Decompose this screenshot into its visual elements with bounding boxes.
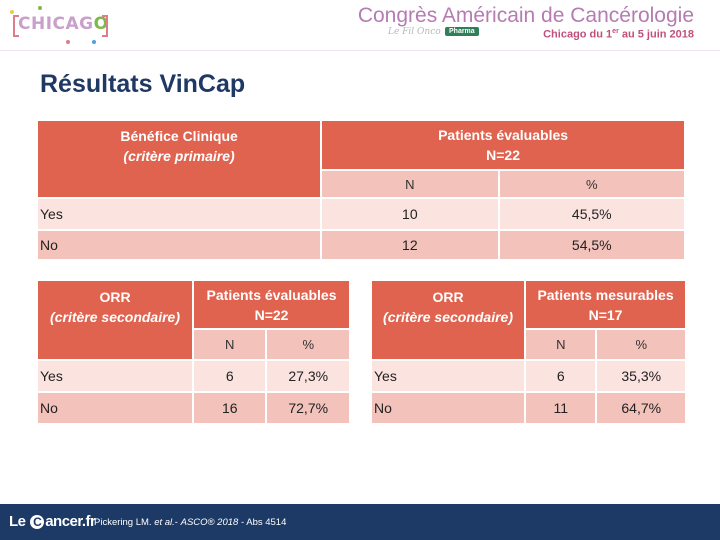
- logo-text-c: O: [93, 14, 109, 34]
- header-divider: [0, 50, 720, 51]
- row-pct: 72,7%: [265, 391, 351, 425]
- group-header: Patients évaluables N=22: [192, 278, 351, 331]
- group-line-1: Patients mesurables: [537, 286, 674, 303]
- clinical-benefit-table: Bénéfice Clinique (critère primaire) Pat…: [35, 119, 687, 261]
- group-header: Patients mesurables N=17: [524, 278, 687, 331]
- row-n: 6: [524, 359, 598, 393]
- col-header-pct: %: [265, 328, 351, 361]
- orr-header: ORR (critère secondaire): [35, 279, 195, 361]
- group-header: Patients évaluables N=22: [320, 119, 686, 171]
- row-label: No: [35, 391, 195, 425]
- row-pct: 54,5%: [497, 229, 687, 261]
- col-header-n: N: [320, 169, 500, 199]
- orr-header: ORR (critère secondaire): [369, 279, 527, 361]
- logo-c-icon: C: [30, 515, 45, 529]
- chicago-logo: CHICAGO: [8, 4, 112, 46]
- logo-bracket-right: [102, 15, 108, 37]
- row-label: Yes: [35, 359, 195, 393]
- citation-etal: et al.: [154, 517, 175, 528]
- header-spacer: [372, 327, 524, 353]
- dates-prefix: Chicago du 1: [543, 28, 613, 41]
- row-n: 10: [320, 197, 500, 231]
- table-row: Yes 6 27,3%: [35, 359, 351, 393]
- logo-wordmark: CHICAGO: [18, 14, 109, 34]
- row-n: 6: [192, 359, 268, 393]
- logo-bracket-left: [13, 15, 19, 37]
- citation: Pickering LM. et al.- ASCO® 2018 - Abs 4…: [94, 517, 286, 528]
- slide-header: CHICAGO Congrès Américain de Cancérologi…: [0, 0, 720, 50]
- row-pct: 64,7%: [595, 391, 687, 425]
- row-label: No: [369, 391, 527, 425]
- header-line-1: ORR: [99, 289, 131, 305]
- citation-abstract: - Abs 4514: [238, 517, 287, 528]
- header-line-2-wrap: (critère secondaire): [372, 307, 524, 327]
- header-line-2: (critère primaire): [123, 148, 235, 164]
- col-header-pct: %: [497, 169, 687, 199]
- table-row: No 16 72,7%: [35, 391, 351, 425]
- citation-authors: Pickering LM.: [94, 517, 155, 528]
- table-row: Yes 10 45,5%: [35, 197, 687, 231]
- table-row: Yes 6 35,3%: [369, 359, 687, 393]
- pharma-badge: Pharma: [445, 27, 479, 36]
- clinical-benefit-header: Bénéfice Clinique (critère primaire): [35, 119, 323, 199]
- col-header-pct: %: [595, 328, 687, 361]
- row-n: 12: [320, 229, 500, 261]
- row-pct: 35,3%: [595, 359, 687, 393]
- citation-conference: ASCO® 2018: [180, 517, 239, 528]
- row-pct: 27,3%: [265, 359, 351, 393]
- logo-text-a: CHI: [18, 14, 53, 34]
- row-n: 16: [192, 391, 268, 425]
- group-line-1: Patients évaluables: [438, 127, 569, 143]
- congress-title: Congrès Américain de Cancérologie: [357, 4, 694, 27]
- sub-brand-label: Le Fil Onco: [388, 27, 441, 37]
- logo-text-b: CAG: [52, 14, 94, 34]
- row-label: Yes: [35, 197, 323, 231]
- table-row: No 12 54,5%: [35, 229, 687, 261]
- header-line-2: (critère secondaire): [50, 309, 180, 325]
- dates-suffix: au 5 juin 2018: [618, 28, 694, 41]
- group-line-2: N=22: [486, 147, 520, 163]
- header-line-1: ORR: [432, 289, 464, 305]
- col-header-n: N: [192, 328, 268, 361]
- logo-part-b: ancer.fr: [45, 513, 96, 530]
- slide-title: Résultats VinCap: [40, 70, 246, 98]
- header-spacer: [38, 166, 320, 192]
- row-pct: 45,5%: [497, 197, 687, 231]
- orr-measurable-table: ORR (critère secondaire) Patients mesura…: [369, 278, 687, 425]
- table-row: No 11 64,7%: [369, 391, 687, 425]
- header-spacer: [38, 327, 192, 353]
- row-n: 11: [524, 391, 598, 425]
- logo-part-a: Le: [9, 513, 30, 530]
- group-line-2: N=22: [254, 306, 289, 323]
- group-line-1: Patients évaluables: [206, 286, 337, 303]
- header-line-2: (critère secondaire): [383, 309, 513, 325]
- group-line-2: N=17: [588, 306, 623, 323]
- row-label: Yes: [369, 359, 527, 393]
- orr-evaluable-table: ORR (critère secondaire) Patients évalua…: [35, 278, 351, 425]
- citation-sep: -: [174, 517, 181, 528]
- header-line-1: Bénéfice Clinique: [120, 128, 238, 144]
- col-header-n: N: [524, 328, 598, 361]
- header-line-2-wrap: (critère primaire): [38, 146, 320, 166]
- congress-dates: Chicago du 1er au 5 juin 2018: [543, 28, 694, 41]
- row-label: No: [35, 229, 323, 261]
- dates-sup: er: [612, 28, 619, 35]
- header-line-2-wrap: (critère secondaire): [38, 307, 192, 327]
